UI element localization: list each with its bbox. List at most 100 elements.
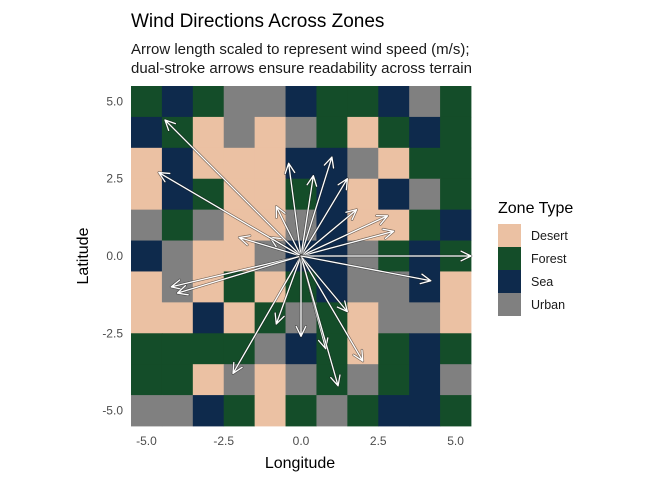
heatmap-cell-desert [223, 147, 256, 180]
heatmap-cell-urban [254, 86, 286, 118]
heatmap-cell-forest [131, 364, 163, 396]
heatmap-cell-desert [440, 302, 472, 334]
heatmap-cell-forest [347, 395, 379, 427]
heatmap-cell-forest [378, 364, 410, 396]
heatmap-cell-desert [378, 209, 410, 241]
heatmap-cell-forest [316, 333, 348, 365]
heatmap-cell-urban [161, 395, 194, 427]
heatmap-cell-urban [131, 395, 163, 427]
heatmap-cell-forest [161, 364, 194, 396]
wind-arrow [283, 161, 303, 258]
heatmap-cell-desert [131, 271, 163, 303]
wind-arrow [273, 254, 303, 326]
heatmap-cell-sea [409, 364, 441, 396]
heatmap-cell-desert [254, 395, 286, 427]
wind-arrow [294, 254, 308, 338]
heatmap-cell-urban [409, 178, 441, 211]
heatmap-cell-desert [254, 116, 286, 149]
heatmap-cell-sea [192, 302, 225, 334]
wind-arrow [299, 177, 349, 258]
heatmap-cell-sea [440, 209, 472, 241]
wind-arrow [299, 214, 389, 258]
chart-subtitle-line-1: Arrow length scaled to represent wind sp… [131, 41, 470, 58]
heatmap-cell-forest [161, 209, 194, 241]
x-tick-label: -5.0 [136, 434, 157, 448]
chart-subtitle-line-2: dual-stroke arrows ensure readability ac… [131, 60, 472, 77]
heatmap-cell-sea [409, 395, 441, 427]
y-tick-label: 5.0 [106, 94, 123, 108]
heatmap-cell-forest [285, 395, 317, 427]
heatmap-cell-sea [316, 271, 348, 303]
heatmap-cell-urban [131, 209, 163, 241]
heatmap-cell-sea [409, 333, 441, 365]
heatmap-cell-forest [192, 333, 225, 365]
heatmap-cell-desert [347, 302, 379, 334]
heatmap-cell-forest [440, 178, 472, 211]
wind-arrow [299, 254, 365, 363]
legend-swatch-sea [498, 270, 521, 293]
heatmap-cell-urban [254, 333, 286, 365]
heatmap-cell-forest [316, 116, 348, 149]
heatmap-cell-urban [223, 116, 256, 149]
heatmap-cell-urban [347, 271, 379, 303]
heatmap-cell-forest [440, 116, 472, 149]
x-tick-label: 5.0 [447, 434, 464, 448]
heatmap-cell-desert [192, 240, 225, 272]
heatmap-cell-desert [223, 302, 256, 334]
wind-arrow [163, 118, 303, 258]
heatmap-cell-desert [254, 147, 286, 180]
heatmap-cell-forest [223, 395, 256, 427]
heatmap-cell-forest [131, 333, 163, 365]
x-axis-ticks: -5.0 -2.5 0.0 2.5 5.0 [136, 434, 464, 448]
heatmap-cell-sea [409, 116, 441, 149]
heatmap-cell-urban [223, 86, 256, 118]
heatmap-cell-desert [378, 147, 410, 180]
wind-arrow [299, 249, 473, 263]
y-tick-label: 2.5 [106, 172, 123, 186]
heatmap-cell-forest [223, 271, 256, 303]
legend-title: Zone Type [498, 200, 573, 217]
heatmap-cell-forest [347, 86, 379, 118]
heatmap-cell-urban [378, 302, 410, 334]
y-tick-label: -5.0 [102, 404, 123, 418]
heatmap-cell-urban [316, 395, 348, 427]
heatmap-cell-sea [131, 116, 163, 149]
heatmap-cell-desert [131, 147, 163, 180]
wind-arrow [299, 227, 396, 258]
heatmap-cell-forest [378, 116, 410, 149]
heatmap-cell-forest [440, 86, 472, 118]
heatmap-cell-forest [192, 86, 225, 118]
legend-label-desert: Desert [531, 229, 568, 243]
y-tick-label: -2.5 [102, 326, 123, 340]
heatmap-cell-urban [192, 209, 225, 241]
heatmap-cell-desert [254, 271, 286, 303]
heatmap-cell-desert [161, 302, 194, 334]
heatmap-cell-desert [440, 271, 472, 303]
wind-arrow [299, 208, 358, 258]
wind-arrow [299, 174, 318, 258]
heatmap-cell-desert [192, 364, 225, 396]
heatmap-cell-urban [161, 240, 194, 272]
heatmap-cell-forest [440, 147, 472, 180]
wind-arrow [231, 254, 303, 375]
heatmap-cell-urban [347, 364, 379, 396]
wind-arrow [299, 254, 342, 388]
legend-swatch-urban [498, 293, 521, 316]
heatmap-cell-desert [223, 240, 256, 272]
legend-swatch-forest [498, 247, 521, 270]
legend-label-urban: Urban [531, 298, 565, 312]
heatmap-cell-sea [378, 395, 410, 427]
heatmap-cell-sea [161, 86, 194, 118]
wind-arrow [157, 171, 303, 258]
heatmap-cell-forest [378, 333, 410, 365]
heatmap-cell-sea [192, 395, 225, 427]
wind-arrow [299, 155, 335, 258]
heatmap-cell-desert [347, 116, 379, 149]
heatmap-cell-desert [131, 302, 163, 334]
x-tick-label: 0.0 [293, 434, 310, 448]
heatmap-cell-desert [131, 178, 163, 211]
heatmap-cell-urban [347, 147, 379, 180]
heatmap-cell-urban [285, 116, 317, 149]
y-tick-label: 0.0 [106, 249, 123, 263]
wind-arrow [176, 254, 303, 297]
